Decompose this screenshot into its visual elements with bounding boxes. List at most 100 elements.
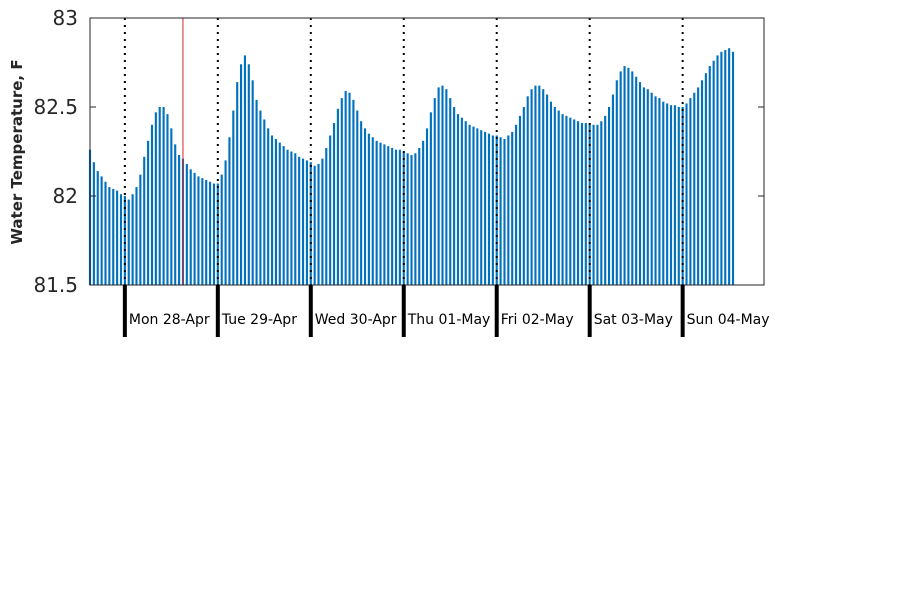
temperature-bar bbox=[484, 131, 487, 285]
temperature-bar bbox=[274, 139, 277, 285]
temperature-bar bbox=[600, 121, 603, 286]
temperature-bar bbox=[398, 149, 401, 285]
temperature-bar bbox=[131, 194, 134, 285]
temperature-bar bbox=[453, 107, 456, 285]
temperature-bar bbox=[499, 137, 502, 285]
temperature-bar bbox=[433, 98, 436, 285]
temperature-bar bbox=[100, 176, 103, 285]
temperature-bar bbox=[689, 98, 692, 285]
temperature-bar bbox=[646, 89, 649, 285]
temperature-bar bbox=[290, 151, 293, 285]
temperature-bar bbox=[573, 119, 576, 286]
temperature-bar bbox=[108, 187, 111, 285]
temperature-bar bbox=[394, 149, 398, 285]
temperature-bar bbox=[619, 71, 622, 286]
temperature-bar bbox=[166, 114, 169, 286]
temperature-bar bbox=[542, 89, 545, 285]
temperature-bar bbox=[445, 89, 448, 285]
temperature-bar bbox=[685, 103, 688, 285]
temperature-bar bbox=[270, 135, 274, 285]
temperature-bar bbox=[336, 108, 339, 285]
temperature-bar bbox=[553, 107, 556, 285]
temperature-bar bbox=[638, 82, 642, 285]
temperature-bar bbox=[301, 158, 305, 285]
temperature-bar bbox=[724, 50, 727, 285]
temperature-bar bbox=[635, 76, 638, 286]
temperature-bar bbox=[236, 82, 239, 285]
temperature-bar bbox=[468, 124, 471, 285]
temperature-bar bbox=[332, 123, 336, 286]
temperature-bar bbox=[205, 179, 208, 285]
temperature-bar bbox=[189, 169, 192, 285]
temperature-bar bbox=[611, 94, 614, 285]
temperature-bar bbox=[317, 163, 320, 285]
temperature-bar bbox=[286, 149, 289, 285]
temperature-bar bbox=[360, 121, 363, 286]
temperature-bar bbox=[212, 183, 216, 285]
temperature-bar bbox=[623, 66, 626, 285]
y-axis-label: Water Temperature, F bbox=[8, 59, 26, 244]
temperature-bar bbox=[584, 123, 587, 286]
temperature-bar bbox=[526, 96, 529, 285]
temperature-bar bbox=[708, 66, 711, 285]
temperature-bar bbox=[704, 73, 707, 286]
temperature-bar bbox=[561, 114, 564, 286]
temperature-bar bbox=[464, 121, 467, 286]
temperature-bar bbox=[139, 174, 142, 285]
temperature-bar bbox=[325, 147, 328, 285]
day-separators-layer bbox=[123, 18, 684, 285]
temperature-bar bbox=[243, 55, 247, 285]
temperature-bar bbox=[476, 128, 479, 285]
temperature-bar bbox=[247, 64, 250, 285]
temperature-bar bbox=[596, 124, 599, 285]
temperature-bar bbox=[549, 101, 553, 285]
temperature-bar bbox=[383, 144, 386, 285]
temperature-bar bbox=[627, 67, 630, 285]
temperature-bar bbox=[731, 51, 735, 285]
temperature-bar bbox=[251, 80, 254, 285]
temperature-bar bbox=[174, 144, 177, 285]
temperature-bar bbox=[406, 153, 409, 285]
temperature-bar bbox=[185, 163, 188, 285]
temperature-bar bbox=[693, 92, 696, 285]
temperature-bar bbox=[681, 107, 684, 285]
temperature-bar bbox=[441, 85, 444, 285]
temperature-bar bbox=[460, 117, 463, 286]
temperature-bar bbox=[294, 153, 297, 285]
temperature-bar bbox=[282, 146, 285, 285]
temperature-bar bbox=[170, 128, 173, 285]
x-axis: Mon 28-Apr Tue 29-Apr Wed 30-Apr Thu 01-May… bbox=[122, 285, 770, 337]
temperature-bar bbox=[158, 107, 161, 285]
y-tick-label: 82 bbox=[53, 184, 78, 208]
temperature-bar bbox=[557, 110, 560, 285]
temperature-bar bbox=[414, 153, 417, 285]
temperature-bar bbox=[577, 121, 580, 286]
temperature-bar bbox=[309, 162, 312, 285]
temperature-bar bbox=[216, 183, 219, 285]
temperature-bar bbox=[387, 146, 390, 285]
temperature-bar bbox=[104, 181, 107, 285]
temperature-bar bbox=[112, 188, 115, 285]
temperature-bar bbox=[697, 87, 700, 285]
temperature-bar bbox=[123, 196, 126, 285]
temperature-bar bbox=[220, 174, 223, 285]
temperature-bar bbox=[669, 105, 673, 285]
day-label: Thu 01-May bbox=[407, 312, 491, 328]
temperature-bar bbox=[716, 55, 719, 285]
day-label: Mon 28-Apr bbox=[129, 312, 210, 328]
temperature-bar bbox=[673, 105, 676, 285]
temperature-bar bbox=[193, 172, 196, 285]
temperature-bar bbox=[604, 115, 607, 286]
day-label: Sat 03-May bbox=[594, 312, 673, 328]
temperature-bar bbox=[491, 135, 494, 285]
day-label: Tue 29-Apr bbox=[221, 312, 297, 328]
temperature-bar bbox=[371, 137, 374, 285]
temperature-bar bbox=[255, 99, 258, 285]
temperature-bar bbox=[298, 156, 301, 285]
temperature-bar bbox=[456, 114, 460, 286]
temperature-bar bbox=[379, 142, 382, 285]
temperature-bar bbox=[503, 139, 506, 285]
temperature-bar bbox=[422, 140, 425, 285]
